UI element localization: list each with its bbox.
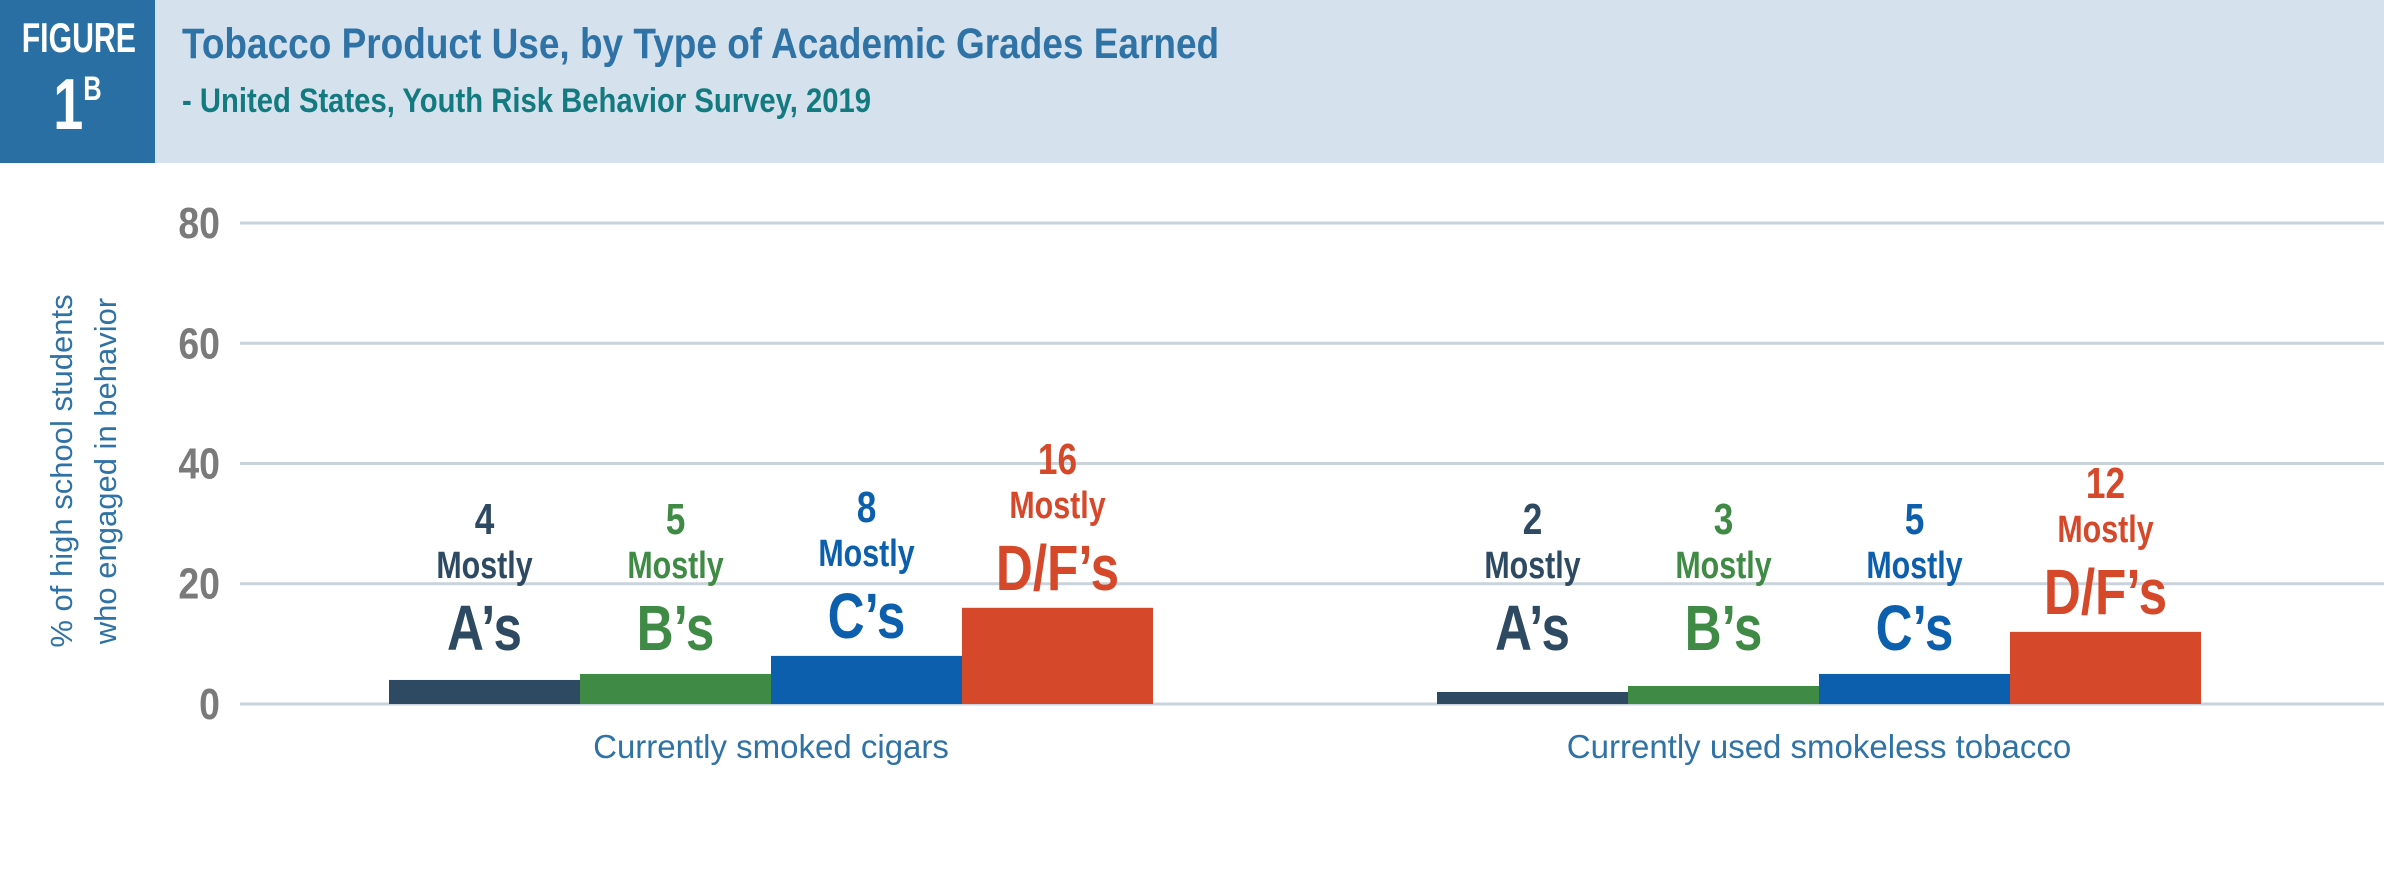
x-category-label: Currently used smokeless tobacco bbox=[1567, 728, 2071, 765]
bar bbox=[1628, 685, 1819, 704]
data-label: 8 bbox=[857, 483, 877, 532]
bar bbox=[389, 679, 580, 704]
y-tick-label: 20 bbox=[178, 559, 220, 609]
bar-grade-label: B’s bbox=[637, 594, 715, 665]
bar-mostly-label: Mostly bbox=[1009, 485, 1105, 527]
y-tick-label: 80 bbox=[178, 198, 220, 248]
data-label: 12 bbox=[2086, 459, 2125, 508]
data-label: 2 bbox=[1523, 495, 1543, 544]
figure-number: 1B bbox=[19, 64, 135, 146]
bar bbox=[962, 607, 1153, 704]
bar bbox=[1437, 691, 1628, 704]
bar-grade-label: D/F’s bbox=[2044, 558, 2167, 629]
chart-title: Tobacco Product Use, by Type of Academic… bbox=[182, 20, 1220, 68]
figure-number-value: 1 bbox=[53, 65, 84, 145]
bar-mostly-label: Mostly bbox=[818, 533, 914, 575]
bar bbox=[771, 655, 962, 704]
bar-grade-label: C’s bbox=[1876, 594, 1954, 665]
chart-header: FIGURE 1B Tobacco Product Use, by Type o… bbox=[0, 0, 2384, 163]
bar bbox=[2010, 631, 2201, 704]
bar bbox=[580, 673, 771, 704]
bar-grade-label: A’s bbox=[447, 594, 522, 665]
y-tick-label: 40 bbox=[178, 439, 220, 489]
bar bbox=[1819, 673, 2010, 704]
bar-mostly-label: Mostly bbox=[1675, 545, 1771, 587]
figure-badge: FIGURE 1B bbox=[0, 0, 155, 163]
bar-mostly-label: Mostly bbox=[436, 545, 532, 587]
figure-letter: B bbox=[83, 70, 102, 108]
bar-grade-label: B’s bbox=[1685, 594, 1763, 665]
bar-grade-label: D/F’s bbox=[996, 533, 1119, 604]
bar-grade-label: A’s bbox=[1495, 594, 1570, 665]
bar-mostly-label: Mostly bbox=[1484, 545, 1580, 587]
y-tick-label: 0 bbox=[199, 679, 220, 729]
figure-word: FIGURE bbox=[21, 14, 136, 61]
x-category-label: Currently smoked cigars bbox=[593, 728, 949, 765]
data-label: 4 bbox=[475, 495, 495, 544]
bar-mostly-label: Mostly bbox=[2057, 509, 2153, 551]
bar-grade-label: C’s bbox=[828, 582, 906, 653]
bar-mostly-label: Mostly bbox=[1866, 545, 1962, 587]
data-label: 5 bbox=[1905, 495, 1925, 544]
bar-mostly-label: Mostly bbox=[627, 545, 723, 587]
data-label: 3 bbox=[1714, 495, 1734, 544]
data-label: 5 bbox=[666, 495, 686, 544]
data-label: 16 bbox=[1038, 435, 1077, 484]
y-tick-label: 60 bbox=[178, 318, 220, 368]
chart-subtitle: - United States, Youth Risk Behavior Sur… bbox=[182, 82, 872, 120]
